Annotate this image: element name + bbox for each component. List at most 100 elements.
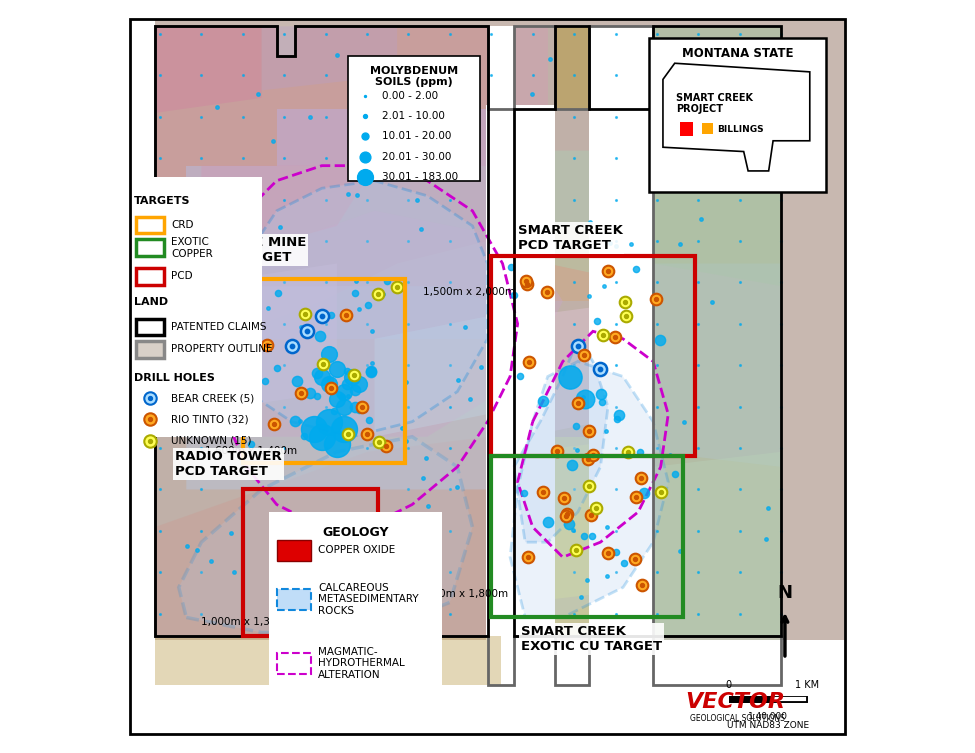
Text: DRILL HOLES: DRILL HOLES: [134, 373, 214, 383]
Text: SUNRISE MINE
CRD TARGET: SUNRISE MINE CRD TARGET: [198, 236, 306, 264]
Bar: [136, 217, 165, 233]
Point: [593, 363, 608, 375]
Point: [266, 418, 282, 430]
Bar: [136, 268, 165, 285]
Polygon shape: [488, 26, 514, 109]
Text: BEAR CREEK (5): BEAR CREEK (5): [172, 393, 254, 404]
Polygon shape: [653, 113, 781, 286]
Point: [648, 293, 664, 305]
Point: [330, 363, 345, 375]
Point: [322, 348, 337, 360]
Point: [588, 502, 604, 514]
Point: [292, 387, 308, 399]
Text: 30.01 - 183.00: 30.01 - 183.00: [382, 172, 458, 182]
Polygon shape: [514, 339, 608, 542]
Point: [327, 405, 342, 417]
Point: [594, 396, 609, 408]
Text: CALCAREOUS
METASEDIMENTARY
ROCKS: CALCAREOUS METASEDIMENTARY ROCKS: [318, 583, 418, 616]
Point: [357, 151, 372, 163]
Point: [616, 557, 632, 569]
Text: EXOTIC
COPPER: EXOTIC COPPER: [172, 237, 213, 258]
Point: [361, 414, 376, 426]
Point: [389, 281, 405, 293]
Point: [284, 340, 299, 352]
Point: [618, 309, 634, 322]
Text: COPPER OXIDE: COPPER OXIDE: [318, 545, 395, 556]
Point: [618, 309, 634, 322]
Point: [330, 438, 345, 450]
Bar: [243, 279, 405, 463]
Point: [257, 374, 273, 386]
Point: [539, 285, 555, 297]
Point: [288, 415, 303, 427]
Point: [576, 530, 592, 542]
Point: [306, 423, 322, 435]
Text: MONTANA STATE: MONTANA STATE: [682, 47, 794, 59]
Point: [324, 382, 339, 394]
Point: [550, 445, 566, 457]
Polygon shape: [589, 26, 653, 636]
Text: RADIO TOWER
PCD TARGET: RADIO TOWER PCD TARGET: [175, 450, 282, 478]
Polygon shape: [178, 437, 473, 633]
Point: [297, 308, 313, 320]
Point: [634, 472, 649, 484]
Point: [561, 517, 576, 529]
Point: [315, 358, 331, 370]
Text: SMART CREEK
PCD TARGET: SMART CREEK PCD TARGET: [518, 224, 622, 252]
Polygon shape: [663, 63, 810, 171]
Point: [297, 308, 313, 320]
Point: [302, 386, 318, 398]
Point: [506, 289, 522, 301]
Text: MOLYBDENUM
SOILS (ppm): MOLYBDENUM SOILS (ppm): [370, 66, 458, 87]
Text: GEOLOGICAL SOLUTIONS: GEOLOGICAL SOLUTIONS: [690, 714, 785, 723]
Point: [628, 490, 644, 502]
Point: [570, 340, 586, 352]
Point: [610, 409, 626, 421]
Point: [637, 487, 652, 499]
Point: [595, 328, 610, 340]
Point: [336, 386, 352, 398]
Text: 1,400m x 1,800m: 1,400m x 1,800m: [416, 589, 508, 599]
Point: [535, 486, 551, 498]
Point: [266, 418, 282, 430]
Point: [653, 486, 669, 498]
Point: [299, 325, 315, 337]
Text: UNKNOWN (15): UNKNOWN (15): [172, 435, 252, 446]
Bar: [649, 38, 827, 192]
Point: [336, 423, 352, 435]
Point: [338, 309, 354, 322]
Point: [585, 449, 601, 461]
Point: [565, 459, 580, 471]
Point: [258, 339, 274, 351]
Point: [142, 392, 158, 404]
Point: [577, 393, 593, 405]
Polygon shape: [155, 26, 261, 113]
Bar: [136, 239, 165, 256]
Point: [559, 508, 574, 520]
Point: [520, 278, 535, 290]
Text: TARGETS: TARGETS: [134, 196, 190, 206]
Polygon shape: [589, 636, 653, 640]
Point: [284, 340, 299, 352]
Bar: [130, 19, 155, 734]
Polygon shape: [261, 26, 397, 90]
Point: [314, 370, 330, 383]
Point: [520, 278, 535, 290]
Point: [617, 296, 633, 308]
Point: [557, 492, 572, 504]
Point: [312, 330, 328, 342]
Polygon shape: [510, 361, 668, 617]
Point: [516, 487, 531, 499]
Point: [518, 276, 533, 288]
Point: [582, 480, 598, 492]
Text: 20.01 - 30.00: 20.01 - 30.00: [382, 151, 451, 162]
Point: [620, 446, 636, 458]
Point: [521, 550, 536, 562]
Point: [142, 392, 158, 404]
Text: 2.01 - 10.00: 2.01 - 10.00: [382, 111, 445, 121]
Bar: [491, 456, 683, 617]
Point: [142, 413, 158, 425]
Point: [521, 356, 536, 368]
Text: SMART CREEK
EXOTIC CU TARGET: SMART CREEK EXOTIC CU TARGET: [522, 625, 662, 653]
Polygon shape: [526, 437, 653, 602]
